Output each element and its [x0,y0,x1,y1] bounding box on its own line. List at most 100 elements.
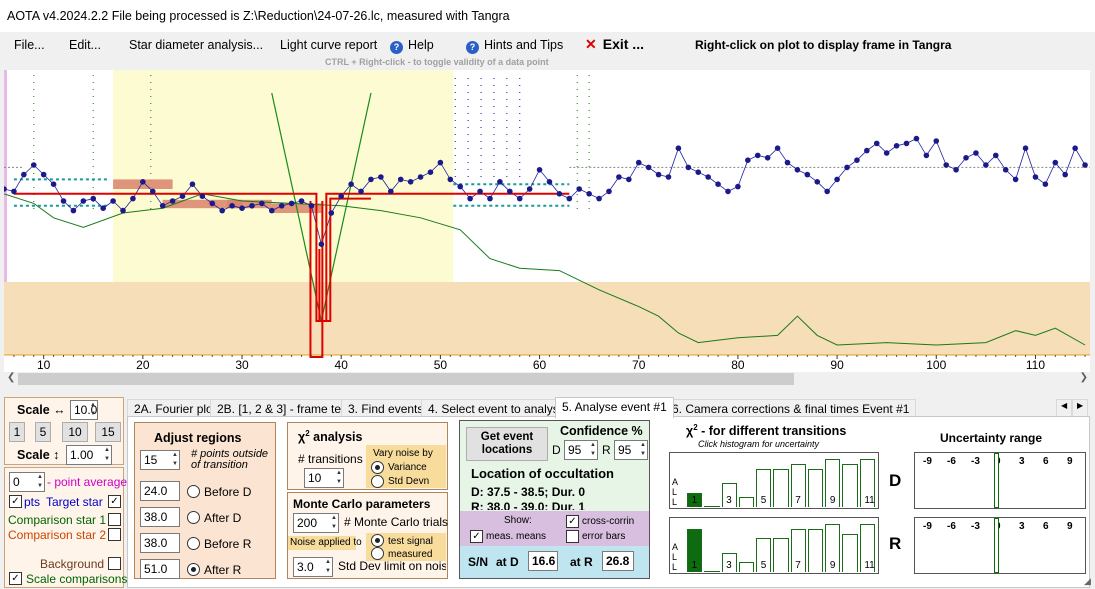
tab-frame-test[interactable]: 2B. [1, 2 & 3] - frame test [210,399,358,417]
tab-analyse-event[interactable]: 5. Analyse event #1 [555,397,674,418]
variance-radio[interactable] [371,461,384,474]
scale-button-15[interactable]: 15 [95,422,121,442]
tab-scroll-left-icon[interactable]: ◀ [1056,399,1073,417]
pts-checkbox[interactable]: ✓ [9,495,22,508]
r-histogram[interactable]: 1 3 5 7 9 11 A L L [669,517,879,574]
resize-grip-icon[interactable]: ◢ [1084,576,1091,586]
light-curve-plot[interactable]: 10 20 30 40 50 60 70 80 90 100 110 [1,70,1090,372]
scale-button-10[interactable]: 10 [62,422,88,442]
d-hist-bar-1[interactable] [687,493,703,507]
tab-strip: 2A. Fourier plot 2B. [1, 2 & 3] - frame … [127,397,1090,418]
background-checkbox[interactable] [108,557,121,570]
after-d-label: After D [204,511,242,525]
scale-button-5[interactable]: 5 [35,422,51,442]
help-icon: ? [390,41,403,54]
comp2-checkbox[interactable] [108,528,121,541]
data-point-27 [268,207,275,214]
scale-comparisons-checkbox[interactable]: ✓ [9,572,22,585]
tab-camera-corrections[interactable]: 6. Camera corrections & final times Even… [665,399,917,417]
r-hist-bar-10[interactable] [842,534,858,572]
before-r-value[interactable]: 38.0 [140,533,180,553]
data-point-105 [1042,181,1049,187]
r-hist-bar-6[interactable] [773,538,789,572]
light-curve-svg[interactable]: 10 20 30 40 50 60 70 80 90 100 110 [1,70,1090,372]
tab-fourier[interactable]: 2A. Fourier plot [127,399,224,417]
data-point-11 [110,198,116,204]
d-hist-bar-10[interactable] [842,464,858,507]
menu-exit[interactable]: ✕ Exit ... [585,36,644,53]
test-signal-radio[interactable] [371,534,384,547]
plot-scrollbar[interactable]: ❮ ❯ [4,372,1090,386]
points-outside-input[interactable]: 15 [140,450,180,470]
menu-edit[interactable]: Edit... [69,38,101,52]
d-hist-bar-4[interactable] [738,497,755,507]
r-uncertainty-tick-0: -9 [923,521,932,532]
after-d-value[interactable]: 38.0 [140,507,180,527]
data-point-16 [159,203,166,209]
r-hist-bar-2[interactable] [704,571,720,572]
r-hist-bar-3[interactable] [721,553,737,572]
scale-h-input[interactable]: 10.0 [70,400,98,420]
transitions-title: χ2 - for different transitions [686,423,846,438]
menu-help[interactable]: ? Help [390,38,434,54]
measured-radio[interactable] [371,547,384,560]
tab-select-event[interactable]: 4. Select event to analyse [421,399,573,417]
chi-symbol: χ [298,430,306,445]
target-star-checkbox[interactable]: ✓ [108,495,121,508]
tab-scroll-right-icon[interactable]: ▶ [1072,399,1089,417]
d-hist-bar-6[interactable] [773,469,789,507]
after-d-radio[interactable] [187,511,200,524]
r-hist-bar-4[interactable] [738,562,755,572]
confidence-d-input[interactable]: 95 [564,440,598,460]
cross-corr-checkbox[interactable]: ✓ [566,515,579,528]
d-hist-bar-7[interactable] [790,464,806,507]
r-hist-bar-11[interactable] [859,524,875,572]
stddev-limit-input[interactable]: 3.0 [293,557,333,577]
transitions-input[interactable]: 10 [304,468,344,488]
stddev-radio[interactable] [371,475,384,488]
d-histogram[interactable]: 1 3 5 7 9 11 A L L [669,452,879,509]
d-hist-bar-3[interactable] [721,483,737,507]
confidence-r-input[interactable]: 95 [614,440,648,460]
scroll-right-icon[interactable]: ❯ [1079,372,1088,383]
monte-carlo-trials-input[interactable]: 200 [293,513,339,533]
before-d-radio[interactable] [187,485,200,498]
data-point-96 [953,167,959,173]
d-hist-bar-2[interactable] [704,506,720,507]
after-r-radio[interactable] [187,563,200,576]
after-r-value[interactable]: 51.0 [140,559,180,579]
menu-file[interactable]: File... [14,38,45,52]
before-r-radio[interactable] [187,537,200,550]
r-hist-bar-8[interactable] [807,529,824,572]
r-histogram-bars[interactable]: 1 3 5 7 9 11 [686,520,876,572]
d-hist-bar-11[interactable] [859,459,875,507]
scale-button-1[interactable]: 1 [9,422,25,442]
menu-hints[interactable]: ? Hints and Tips [466,38,563,54]
scrollbar-thumb[interactable] [18,373,794,385]
comp1-checkbox[interactable] [108,513,121,526]
r-hist-bar-5[interactable] [756,538,772,572]
scale-v-input[interactable]: 1.00 [66,445,112,465]
monte-carlo-box: Monte Carlo parameters 200 # Monte Carlo… [287,492,448,579]
r-hist-bar-9[interactable] [825,524,841,572]
before-d-value[interactable]: 24.0 [140,481,180,501]
r-hist-bar-1[interactable] [687,529,703,572]
r-hist-bar-7[interactable] [790,529,806,572]
d-hist-bar-8[interactable] [807,469,824,507]
left-edge-band [4,70,7,355]
scroll-left-icon[interactable]: ❮ [7,372,16,383]
data-point-77 [764,155,771,161]
menu-light-curve-report[interactable]: Light curve report [280,38,378,52]
data-point-94 [933,138,940,144]
error-bars-checkbox[interactable] [566,530,579,543]
meas-means-checkbox[interactable]: ✓ [470,530,483,543]
d-histogram-bars[interactable]: 1 3 5 7 9 11 [686,455,876,507]
data-point-12 [120,207,126,214]
tab-find-events[interactable]: 3. Find events [341,399,431,417]
menu-star-diameter[interactable]: Star diameter analysis... [129,38,264,52]
location-r-line-clip: R: 38.0 - 39.0; Dur. 1 [471,501,646,510]
d-hist-bar-5[interactable] [756,469,772,507]
get-event-locations-button[interactable]: Get event locations [466,427,548,461]
point-average-select[interactable]: 0 [9,472,45,492]
d-hist-bar-9[interactable] [825,459,841,507]
